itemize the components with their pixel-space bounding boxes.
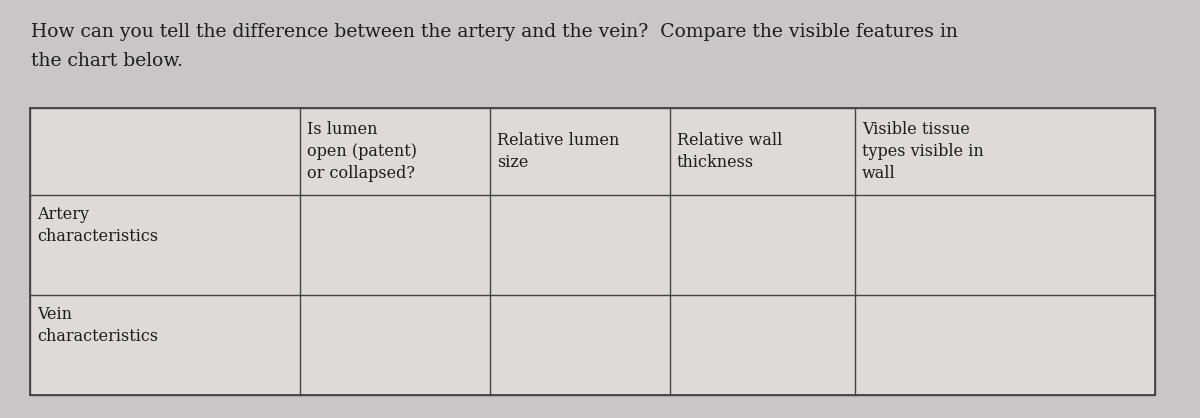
Bar [30, 108, 1154, 395]
Text: How can you tell the difference between the artery and the vein?  Compare the vi: How can you tell the difference between … [31, 23, 958, 41]
Text: Visible tissue
types visible in
wall: Visible tissue types visible in wall [862, 121, 984, 182]
Text: Artery
characteristics: Artery characteristics [37, 206, 158, 245]
Text: Vein
characteristics: Vein characteristics [37, 306, 158, 345]
Text: Relative wall
thickness: Relative wall thickness [677, 132, 782, 171]
Text: the chart below.: the chart below. [31, 52, 184, 70]
Text: Relative lumen
size: Relative lumen size [497, 132, 619, 171]
Text: Is lumen
open (patent)
or collapsed?: Is lumen open (patent) or collapsed? [307, 121, 418, 182]
